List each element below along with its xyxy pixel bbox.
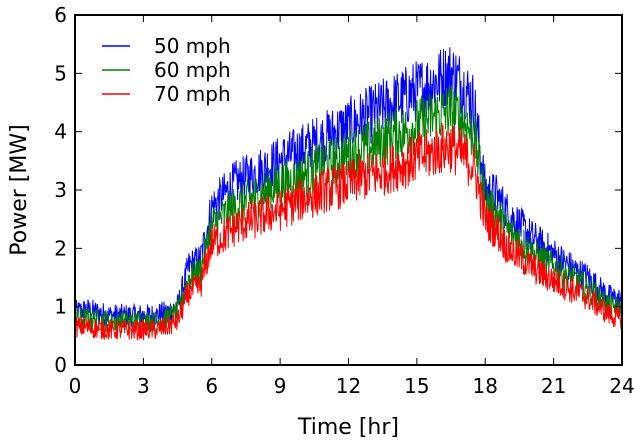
series-line-1 bbox=[74, 85, 623, 333]
series-line-2 bbox=[74, 123, 623, 341]
x-tick-label: 6 bbox=[205, 374, 218, 398]
x-tick-label: 21 bbox=[541, 374, 566, 398]
legend-label: 60 mph bbox=[154, 58, 231, 82]
y-tick-label: 4 bbox=[54, 120, 67, 144]
legend-label: 70 mph bbox=[154, 82, 231, 106]
y-tick-label: 1 bbox=[54, 295, 67, 319]
x-tick-label: 3 bbox=[137, 374, 150, 398]
x-axis-label: Time [hr] bbox=[297, 415, 399, 440]
x-tick-label: 24 bbox=[609, 374, 634, 398]
y-axis-label: Power [MW] bbox=[7, 124, 32, 255]
y-tick-label: 5 bbox=[54, 61, 67, 85]
x-tick-label: 9 bbox=[274, 374, 287, 398]
y-tick-label: 2 bbox=[54, 236, 67, 260]
y-tick-label: 3 bbox=[54, 178, 67, 202]
x-tick-label: 15 bbox=[404, 374, 429, 398]
series-layer bbox=[74, 47, 623, 341]
legend-label: 50 mph bbox=[154, 34, 231, 58]
x-tick-label: 12 bbox=[336, 374, 361, 398]
y-tick-label: 6 bbox=[54, 3, 67, 27]
x-tick-label: 0 bbox=[69, 374, 82, 398]
y-tick-label: 0 bbox=[54, 353, 67, 377]
x-tick-label: 18 bbox=[473, 374, 498, 398]
